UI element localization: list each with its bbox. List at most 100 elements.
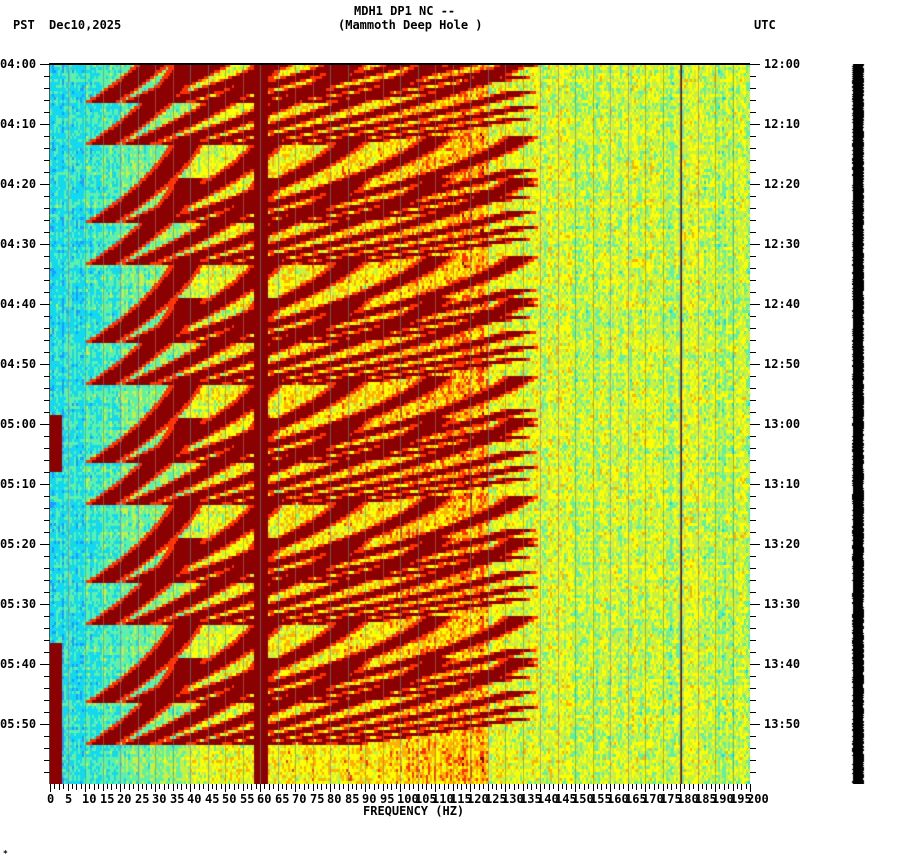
y-tick-right — [750, 700, 756, 701]
x-tick — [680, 784, 681, 792]
x-tick — [628, 784, 629, 791]
x-tick — [575, 784, 576, 792]
x-tick-minor — [466, 784, 467, 789]
y-label-right: 12:30 — [764, 237, 801, 251]
x-label: 170 — [642, 792, 664, 806]
y-tick-left — [40, 64, 50, 65]
x-label: 20 — [117, 792, 132, 806]
x-tick-minor — [369, 784, 370, 789]
y-tick-left — [44, 472, 50, 473]
y-tick-right — [750, 472, 756, 473]
y-tick-right — [750, 124, 760, 125]
x-label: 110 — [432, 792, 454, 806]
x-label: 155 — [590, 792, 612, 806]
x-tick-minor — [124, 784, 125, 789]
y-tick-left — [40, 184, 50, 185]
x-tick-minor — [689, 784, 690, 790]
y-label-left: 05:30 — [0, 597, 37, 611]
spectrogram-plot — [50, 64, 750, 784]
x-tick-minor — [601, 784, 602, 790]
y-tick-right — [750, 688, 756, 689]
y-label-left: 04:50 — [0, 357, 37, 371]
y-tick-right — [750, 340, 756, 341]
x-label: 190 — [712, 792, 734, 806]
x-tick — [453, 784, 454, 791]
x-tick-minor — [317, 784, 318, 789]
x-tick-minor — [186, 784, 187, 789]
x-label: 15 — [100, 792, 115, 806]
x-tick-minor — [133, 784, 134, 789]
y-tick-left — [44, 676, 50, 677]
y-tick-left — [44, 748, 50, 749]
x-label: 180 — [677, 792, 699, 806]
x-label: 85 — [345, 792, 360, 806]
x-tick-minor — [514, 784, 515, 790]
x-tick-minor — [356, 784, 357, 790]
x-label: 5 — [65, 792, 73, 806]
x-tick-minor — [536, 784, 537, 789]
x-tick-minor — [203, 784, 204, 789]
x-tick-minor — [737, 784, 738, 789]
x-tick-minor — [387, 784, 388, 789]
x-tick-minor — [658, 784, 659, 789]
x-tick-minor — [654, 784, 655, 790]
x-tick-minor — [492, 784, 493, 789]
y-tick-right — [750, 400, 756, 401]
x-tick-minor — [107, 784, 108, 789]
y-tick-left — [40, 544, 50, 545]
y-label-left: 04:40 — [0, 297, 37, 311]
x-tick-minor — [308, 784, 309, 789]
y-tick-left — [44, 112, 50, 113]
x-tick-minor — [98, 784, 99, 789]
x-tick-minor — [72, 784, 73, 789]
y-tick-right — [750, 148, 756, 149]
x-tick-minor — [221, 784, 222, 789]
x-tick-minor — [649, 784, 650, 789]
x-tick-minor — [448, 784, 449, 789]
y-tick-left — [44, 208, 50, 209]
y-tick-right — [750, 292, 756, 293]
x-tick-minor — [571, 784, 572, 789]
x-tick-minor — [63, 784, 64, 789]
y-tick-right — [750, 112, 756, 113]
y-tick-right — [750, 484, 760, 485]
x-tick-minor — [352, 784, 353, 789]
x-tick-minor — [216, 784, 217, 790]
x-tick-minor — [623, 784, 624, 789]
y-label-left: 04:20 — [0, 177, 37, 191]
x-tick-minor — [496, 784, 497, 790]
x-tick-minor — [282, 784, 283, 789]
y-tick-left — [44, 136, 50, 137]
x-tick-minor — [129, 784, 130, 790]
footer-mark: * — [3, 849, 8, 858]
y-tick-left — [44, 712, 50, 713]
x-tick-minor — [286, 784, 287, 790]
x-tick-minor — [518, 784, 519, 789]
x-tick-minor — [151, 784, 152, 789]
x-tick-minor — [619, 784, 620, 790]
x-tick-minor — [291, 784, 292, 789]
x-tick-minor — [199, 784, 200, 790]
x-tick — [750, 784, 751, 792]
x-tick-minor — [444, 784, 445, 790]
y-tick-right — [750, 592, 756, 593]
y-label-right: 13:30 — [764, 597, 801, 611]
x-tick-minor — [667, 784, 668, 789]
x-tick — [365, 784, 366, 792]
y-tick-left — [44, 76, 50, 77]
x-tick — [610, 784, 611, 792]
y-tick-right — [750, 208, 756, 209]
y-tick-right — [750, 520, 756, 521]
x-tick-minor — [229, 784, 230, 789]
x-tick-minor — [501, 784, 502, 789]
x-label: 175 — [660, 792, 682, 806]
date-label: Dec10,2025 — [49, 18, 122, 32]
y-tick-left — [44, 556, 50, 557]
x-tick — [383, 784, 384, 791]
x-tick — [505, 784, 506, 792]
y-tick-left — [40, 124, 50, 125]
x-tick-minor — [177, 784, 178, 789]
y-tick-right — [750, 580, 756, 581]
y-label-right: 12:10 — [764, 117, 801, 131]
x-tick — [645, 784, 646, 792]
